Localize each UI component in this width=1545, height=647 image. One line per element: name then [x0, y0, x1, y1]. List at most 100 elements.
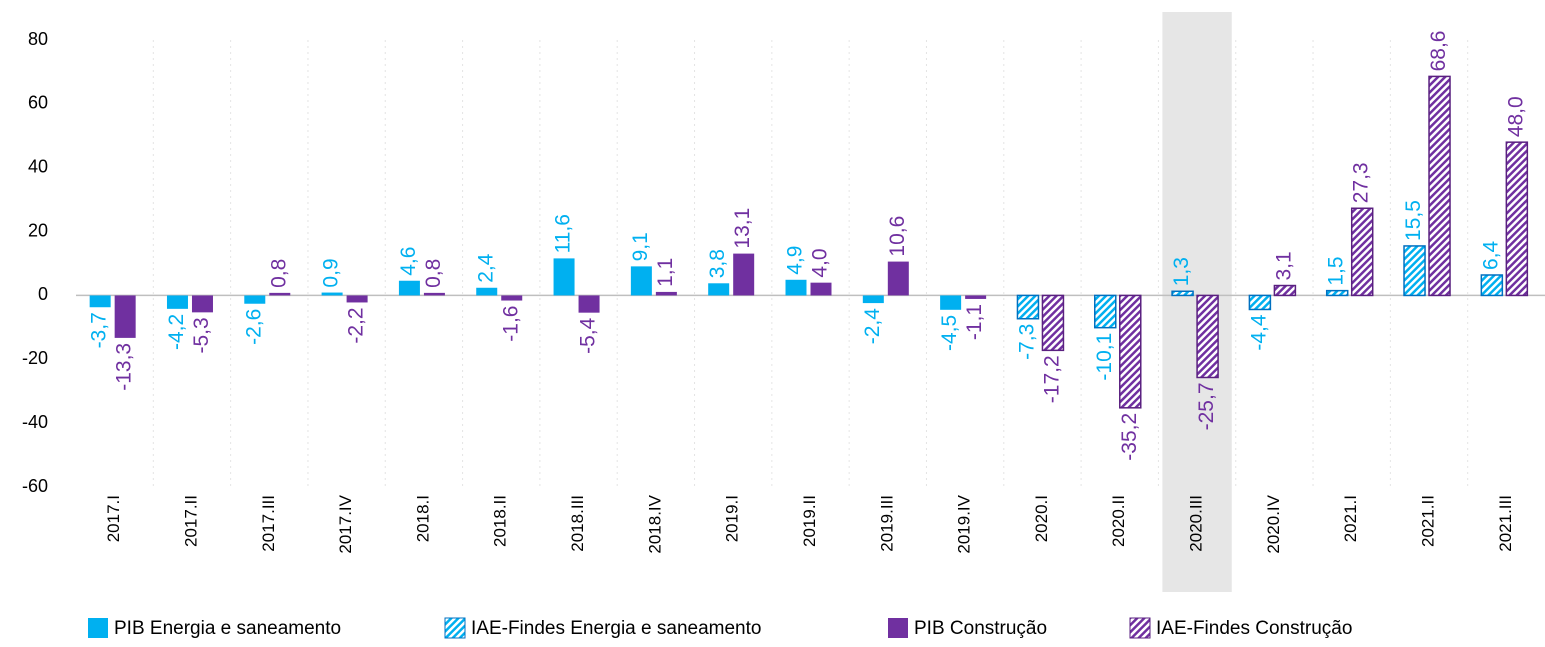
data-label: -5,3	[190, 317, 213, 353]
data-label: -35,2	[1118, 413, 1141, 461]
bar	[501, 295, 523, 301]
y-tick-label: 40	[28, 156, 48, 176]
data-label: -10,1	[1093, 333, 1116, 381]
data-label: 15,5	[1402, 200, 1425, 241]
background	[152, 12, 1469, 592]
x-tick-label: 2020.I	[1032, 495, 1051, 542]
data-label: 10,6	[886, 216, 909, 257]
data-label: -4,2	[165, 314, 188, 350]
bar	[321, 292, 343, 296]
x-tick-label: 2019.IV	[955, 494, 974, 553]
bar	[1273, 284, 1297, 297]
data-label: 0,8	[422, 259, 445, 288]
legend-swatch	[888, 618, 908, 638]
bar	[940, 295, 962, 310]
data-label: -2,6	[242, 309, 265, 345]
bar	[346, 295, 368, 303]
y-tick-label: 60	[28, 93, 48, 113]
y-tick-label: -40	[22, 412, 48, 432]
bar	[1428, 75, 1451, 297]
bar	[733, 253, 755, 296]
bar	[398, 280, 420, 296]
legend-label: PIB Construção	[914, 618, 1047, 639]
data-label: 27,3	[1350, 162, 1373, 203]
y-tick-label: 20	[28, 220, 48, 240]
bar	[785, 279, 807, 296]
x-tick-label: 2018.I	[413, 495, 432, 542]
bar	[1041, 294, 1065, 352]
data-label: 1,1	[654, 258, 677, 287]
x-tick-label: 2021.II	[1419, 495, 1438, 547]
data-label: -17,2	[1040, 355, 1063, 403]
bar	[476, 287, 498, 296]
x-tick-label: 2018.II	[491, 495, 510, 547]
x-tick-label: 2017.I	[104, 495, 123, 542]
bar	[1350, 207, 1374, 297]
data-label: 3,1	[1272, 251, 1295, 280]
legend-label: IAE-Findes Energia e saneamento	[471, 618, 761, 639]
bar	[578, 295, 600, 313]
x-tick-label: 2020.II	[1109, 495, 1128, 547]
x-tick-label: 2018.IV	[645, 494, 664, 553]
bar	[269, 292, 291, 296]
bar	[862, 295, 884, 304]
bar	[191, 295, 213, 313]
bar	[244, 295, 266, 304]
data-label: 3,8	[706, 249, 729, 278]
bar	[553, 258, 575, 296]
data-label: 1,3	[1170, 257, 1193, 286]
data-label: 13,1	[731, 208, 754, 249]
legend-label: PIB Energia e saneamento	[114, 618, 341, 639]
bar	[1403, 245, 1426, 297]
bar	[630, 266, 652, 296]
x-tick-label: 2021.III	[1496, 495, 1515, 552]
data-label: -2,4	[861, 308, 884, 345]
y-tick-label: 80	[28, 29, 48, 49]
data-label: 2,4	[474, 253, 497, 283]
x-tick-label: 2019.III	[877, 495, 896, 552]
data-label: -5,4	[577, 317, 600, 354]
bar	[1016, 294, 1040, 320]
data-label: 4,6	[397, 247, 420, 276]
data-label: 4,0	[809, 248, 832, 277]
bar	[166, 295, 188, 309]
bar	[655, 291, 677, 296]
data-label: 6,4	[1479, 240, 1502, 270]
data-label: -2,2	[345, 307, 368, 343]
bar	[1248, 294, 1272, 311]
data-label: 0,9	[320, 258, 343, 287]
x-tick-label: 2017.III	[259, 495, 278, 552]
data-label: 0,8	[267, 259, 290, 288]
legend-swatch	[1129, 617, 1151, 639]
legend-swatch	[444, 617, 466, 639]
x-tick-label: 2019.I	[723, 495, 742, 542]
bar	[965, 295, 987, 299]
bar	[423, 292, 445, 296]
data-label: -13,3	[113, 343, 136, 391]
bar	[708, 283, 730, 296]
x-tick-label: 2021.I	[1341, 495, 1360, 542]
data-label: 1,5	[1325, 256, 1348, 285]
x-tick-label: 2020.III	[1187, 495, 1206, 552]
bar	[1325, 289, 1349, 297]
bar	[887, 261, 909, 296]
y-tick-label: -60	[22, 476, 48, 496]
data-label: 48,0	[1504, 96, 1527, 137]
legend-swatch	[88, 618, 108, 638]
data-label: -1,1	[963, 304, 986, 340]
x-tick-label: 2017.II	[181, 495, 200, 547]
bar	[1505, 141, 1529, 297]
y-tick-label: 0	[38, 284, 48, 304]
bar	[114, 295, 136, 338]
data-label: -3,7	[88, 312, 111, 348]
data-label: 4,9	[784, 246, 807, 275]
y-tick-label: -20	[22, 348, 48, 368]
data-label: -4,5	[938, 315, 961, 351]
bar	[1196, 294, 1219, 379]
bar	[1094, 294, 1117, 329]
x-tick-label: 2019.II	[800, 495, 819, 547]
data-label: -4,4	[1247, 314, 1270, 351]
data-label: 9,1	[629, 232, 652, 261]
data-label: 11,6	[552, 214, 575, 253]
data-label: -7,3	[1015, 324, 1038, 360]
